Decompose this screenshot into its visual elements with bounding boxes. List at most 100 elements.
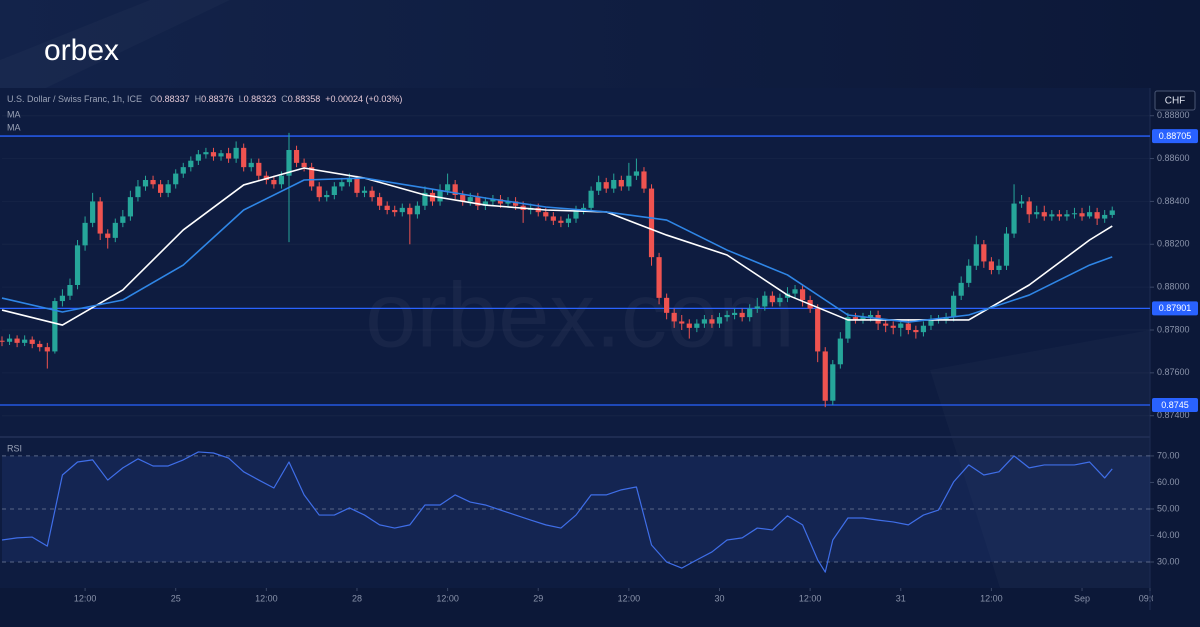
line-series xyxy=(1,451,1113,573)
candle-body xyxy=(596,182,602,191)
candle-body xyxy=(82,222,88,246)
ohlc-value: 0.88337 xyxy=(157,94,190,104)
candle-body xyxy=(180,167,186,174)
pane-title: RSI xyxy=(7,443,22,453)
candle-body xyxy=(475,197,481,206)
candle-body xyxy=(271,180,277,185)
candle-body xyxy=(580,207,587,210)
candle-body xyxy=(414,205,420,215)
ohlc-value: 0.88358 xyxy=(288,94,321,104)
candle-body xyxy=(377,197,383,206)
candle-body xyxy=(445,184,451,191)
level-tag xyxy=(1152,301,1198,316)
candle-body xyxy=(150,180,156,185)
candle-body xyxy=(90,201,96,223)
candle-body xyxy=(686,323,692,328)
candle-body xyxy=(1056,214,1062,217)
candle-body xyxy=(716,317,723,324)
x-axis: 12:00 25 12:00 28 12:00 29 12:00 30 12:00 31 12:00… xyxy=(74,588,1153,603)
candle-body xyxy=(709,319,715,324)
candle-body xyxy=(225,153,232,159)
candle-body xyxy=(1026,201,1032,215)
candle-body xyxy=(611,180,617,189)
candle-body xyxy=(399,207,405,213)
candle-body xyxy=(210,152,217,157)
y-tick-label: 0.87400 xyxy=(1157,410,1190,420)
candle-body xyxy=(74,245,81,285)
candle-body xyxy=(422,192,428,206)
ohlc-letter: C xyxy=(281,94,288,104)
legend-entry: MA xyxy=(7,109,21,119)
candle-body xyxy=(837,338,843,365)
candle-body xyxy=(958,282,964,296)
x-tick-label: 12:00 xyxy=(618,593,641,603)
y-tick-label: 70.00 xyxy=(1157,450,1180,460)
candle-body xyxy=(777,297,783,303)
candle-body xyxy=(256,162,262,176)
candle-body xyxy=(165,184,171,193)
candle-body xyxy=(452,184,458,195)
candle-body xyxy=(852,317,859,320)
candle-body xyxy=(1034,212,1040,215)
candle-body xyxy=(845,317,851,339)
candle-body xyxy=(951,295,957,318)
x-tick-label: 31 xyxy=(896,593,906,603)
candle-body xyxy=(52,301,58,352)
candle-body xyxy=(648,188,655,258)
line-series xyxy=(1,167,1113,326)
candle-body xyxy=(429,192,436,202)
candle-body xyxy=(1064,214,1070,217)
candle-body xyxy=(286,150,292,176)
candle-body xyxy=(346,177,353,183)
candle-body xyxy=(996,265,1002,270)
y-tick-label: 0.87800 xyxy=(1157,324,1190,334)
candle-body xyxy=(309,167,315,187)
candle-body xyxy=(135,186,141,198)
candle-body xyxy=(762,295,768,307)
candle-body xyxy=(0,340,5,342)
candle-body xyxy=(437,190,443,202)
y-tick-label: 0.88800 xyxy=(1157,110,1190,120)
candle-body xyxy=(1019,201,1025,204)
candle-body xyxy=(588,190,594,208)
y-tick-label: 0.87600 xyxy=(1157,367,1190,377)
y-tick-label: 0.88200 xyxy=(1157,239,1190,249)
candle-body xyxy=(822,351,828,401)
candle-body xyxy=(112,222,118,238)
y-tick-label: 50.00 xyxy=(1157,503,1180,513)
ohlc-value: 0.88376 xyxy=(201,94,234,104)
candle-body xyxy=(799,289,806,300)
candle-body xyxy=(316,186,322,198)
level-label: 0.88705 xyxy=(1159,131,1192,141)
candle-body xyxy=(1041,212,1047,217)
candle-body xyxy=(293,150,300,163)
y-tick-label: 0.88000 xyxy=(1157,282,1190,292)
candle-body xyxy=(565,218,572,223)
candle-body xyxy=(44,347,50,352)
y-tick-label: 40.00 xyxy=(1157,530,1180,540)
candle-body xyxy=(1079,213,1085,217)
change-label: +0.00024 (+0.03%) xyxy=(325,94,402,104)
x-tick-label: 12:00 xyxy=(436,593,459,603)
candle-body xyxy=(558,220,564,223)
candle-body xyxy=(467,197,473,202)
candle-body xyxy=(497,199,504,204)
watermark: orbex.com xyxy=(365,264,795,366)
instrument-title: U.S. Dollar / Swiss Franc, 1h, ICE xyxy=(7,94,142,104)
candle-body xyxy=(641,171,647,189)
candle-body xyxy=(626,175,632,187)
candle-body xyxy=(830,364,836,401)
candle-body xyxy=(369,190,375,198)
candle-body xyxy=(928,319,934,326)
candle-body xyxy=(6,338,13,342)
candle-body xyxy=(59,295,66,302)
ohlc-header: U.S. Dollar / Swiss Franc, 1h, ICE O0.883… xyxy=(7,94,402,104)
candle-body xyxy=(241,147,247,168)
x-tick-label: 12:00 xyxy=(799,593,822,603)
candle-body xyxy=(1094,212,1100,219)
line-series xyxy=(1,177,1113,323)
candle-body xyxy=(142,180,149,187)
x-tick-label: Sep xyxy=(1074,593,1090,603)
candle-body xyxy=(1071,213,1078,215)
candle-body xyxy=(664,297,670,313)
